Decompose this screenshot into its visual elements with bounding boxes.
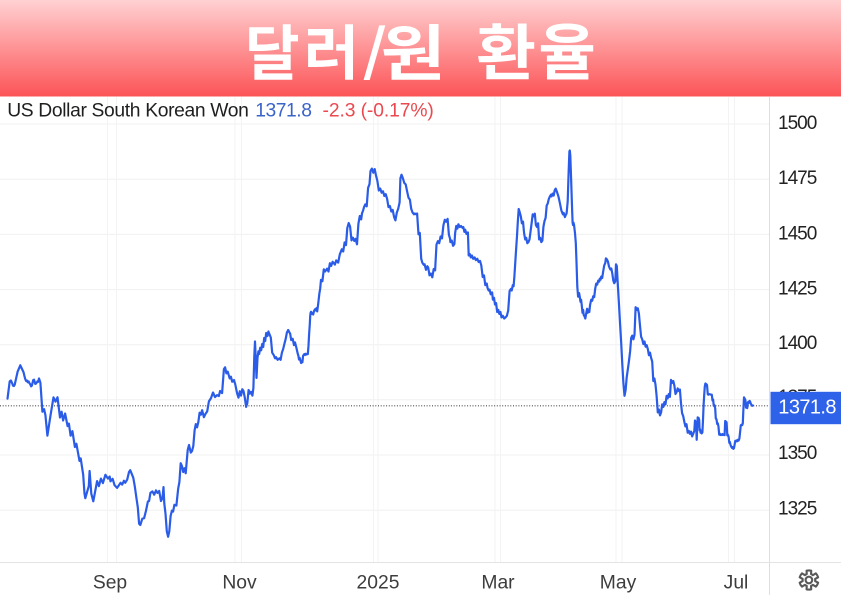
svg-text:1350: 1350 bbox=[778, 443, 817, 464]
svg-text:Nov: Nov bbox=[222, 572, 257, 593]
svg-text:1475: 1475 bbox=[778, 168, 817, 189]
svg-text:1500: 1500 bbox=[778, 113, 817, 134]
svg-text:1371.8: 1371.8 bbox=[255, 101, 311, 122]
svg-text:-2.3 (-0.17%): -2.3 (-0.17%) bbox=[323, 101, 434, 122]
svg-text:2025: 2025 bbox=[357, 572, 400, 593]
svg-text:Mar: Mar bbox=[481, 572, 515, 593]
svg-text:Sep: Sep bbox=[93, 572, 127, 593]
svg-text:1450: 1450 bbox=[778, 223, 817, 244]
svg-text:1325: 1325 bbox=[778, 498, 817, 519]
svg-text:Jul: Jul bbox=[724, 572, 749, 593]
svg-text:1400: 1400 bbox=[778, 333, 817, 354]
svg-text:US Dollar South Korean Won: US Dollar South Korean Won bbox=[7, 101, 248, 122]
svg-text:1371.8: 1371.8 bbox=[778, 396, 836, 418]
svg-text:May: May bbox=[600, 572, 637, 593]
svg-text:1425: 1425 bbox=[778, 279, 817, 300]
